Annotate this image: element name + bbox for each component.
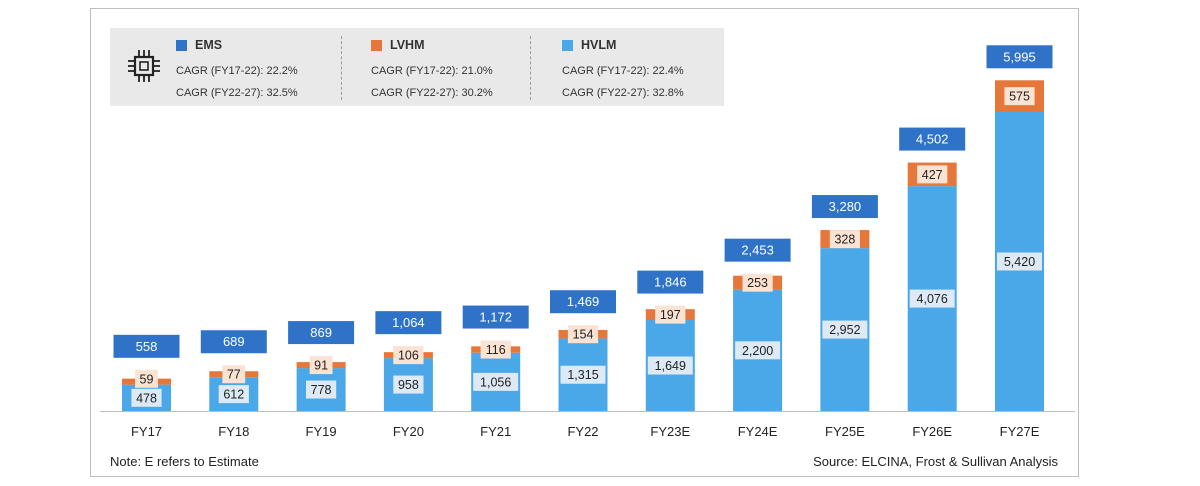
hvlm-value-label-bg bbox=[909, 289, 955, 308]
lvhm-value-label: 106 bbox=[398, 349, 419, 363]
legend-panel: EMS CAGR (FY17-22): 22.2% CAGR (FY22-27)… bbox=[110, 28, 724, 106]
x-tick-label: FY21 bbox=[480, 424, 511, 439]
ems-cagr-fy22-27: CAGR (FY22-27): 32.5% bbox=[176, 87, 298, 99]
ems-total-label: 558 bbox=[136, 339, 158, 354]
lvhm-value-label-bg bbox=[742, 273, 773, 292]
ems-total-label: 1,469 bbox=[567, 294, 600, 309]
lvhm-value-label: 154 bbox=[573, 328, 594, 342]
legend-divider bbox=[341, 36, 342, 100]
hvlm-value-label-bg bbox=[473, 372, 519, 391]
hvlm-value-label: 612 bbox=[223, 388, 244, 402]
ems-total-badge bbox=[811, 195, 878, 219]
lvhm-value-label: 427 bbox=[922, 168, 943, 182]
ems-total-badge bbox=[899, 127, 966, 151]
ems-total-badge bbox=[637, 270, 704, 294]
ems-total-badge bbox=[200, 330, 267, 354]
x-tick-label: FY20 bbox=[393, 424, 424, 439]
hvlm-swatch bbox=[562, 39, 573, 51]
ems-total-badge bbox=[724, 238, 791, 262]
lvhm-value-label-bg bbox=[917, 165, 948, 184]
hvlm-value-label-bg bbox=[647, 356, 693, 375]
lvhm-value-label: 59 bbox=[140, 372, 154, 386]
hvlm-value-label: 4,076 bbox=[917, 292, 948, 306]
lvhm-value-label-bg bbox=[135, 369, 158, 388]
x-tick-label: FY25E bbox=[825, 424, 865, 439]
hvlm-cagr-fy17-22: CAGR (FY17-22): 22.4% bbox=[562, 65, 684, 77]
lvhm-value-label-bg bbox=[567, 325, 599, 344]
ems-total-label: 1,846 bbox=[654, 275, 687, 290]
lvhm-value-label-bg bbox=[655, 305, 686, 324]
x-tick-label: FY22 bbox=[567, 424, 598, 439]
ems-total-label: 689 bbox=[223, 334, 245, 349]
lvhm-value-label-bg bbox=[393, 346, 424, 365]
ems-total-label: 1,172 bbox=[479, 310, 512, 325]
x-tick-label: FY17 bbox=[131, 424, 162, 439]
ems-total-label: 5,995 bbox=[1003, 49, 1036, 64]
hvlm-value-label-bg bbox=[735, 341, 781, 360]
x-tick-label: FY24E bbox=[738, 424, 778, 439]
hvlm-value-label-bg bbox=[218, 385, 249, 404]
ems-total-label: 1,064 bbox=[392, 315, 425, 330]
hvlm-value-label: 1,056 bbox=[480, 375, 511, 389]
source-credit: Source: ELCINA, Frost & Sullivan Analysi… bbox=[813, 454, 1058, 469]
lvhm-value-label: 91 bbox=[314, 359, 328, 373]
hvlm-value-label-bg bbox=[393, 375, 424, 394]
hvlm-value-label-bg bbox=[560, 365, 606, 384]
ems-total-badge bbox=[375, 311, 442, 335]
ems-cagr-fy17-22: CAGR (FY17-22): 22.2% bbox=[176, 65, 298, 77]
ems-total-badge bbox=[288, 321, 355, 345]
hvlm-value-label: 2,200 bbox=[742, 344, 773, 358]
x-tick-label: FY26E bbox=[912, 424, 952, 439]
lvhm-value-label: 116 bbox=[486, 343, 506, 357]
lvhm-value-label-bg bbox=[829, 230, 860, 249]
legend-divider bbox=[530, 36, 531, 100]
x-tick-label: FY19 bbox=[306, 424, 337, 439]
lvhm-value-label-bg bbox=[309, 356, 333, 375]
hvlm-value-label: 478 bbox=[136, 391, 157, 405]
hvlm-legend-label: HVLM bbox=[581, 38, 617, 52]
lvhm-cagr-fy22-27: CAGR (FY22-27): 30.2% bbox=[371, 87, 493, 99]
ems-swatch bbox=[176, 39, 187, 51]
hvlm-value-label-bg bbox=[822, 320, 868, 339]
lvhm-legend-label: LVHM bbox=[390, 38, 425, 52]
hvlm-value-label: 1,315 bbox=[567, 368, 598, 382]
lvhm-swatch bbox=[371, 39, 382, 51]
ems-total-badge bbox=[462, 305, 529, 329]
lvhm-value-label: 77 bbox=[227, 368, 241, 382]
lvhm-value-label: 328 bbox=[834, 233, 855, 247]
ems-total-badge bbox=[113, 334, 180, 358]
hvlm-value-label: 2,952 bbox=[829, 323, 860, 337]
ems-total-label: 2,453 bbox=[741, 243, 774, 258]
lvhm-value-label: 253 bbox=[747, 276, 768, 290]
lvhm-value-label: 197 bbox=[660, 308, 681, 322]
footnote: Note: E refers to Estimate bbox=[110, 454, 259, 469]
lvhm-value-label: 575 bbox=[1009, 90, 1030, 104]
ems-total-label: 4,502 bbox=[916, 132, 949, 147]
hvlm-value-label: 5,420 bbox=[1004, 255, 1035, 269]
x-tick-label: FY27E bbox=[1000, 424, 1040, 439]
ems-total-badge bbox=[986, 45, 1053, 69]
hvlm-value-label: 778 bbox=[311, 383, 332, 397]
lvhm-value-label-bg bbox=[480, 340, 511, 359]
hvlm-cagr-fy22-27: CAGR (FY22-27): 32.8% bbox=[562, 87, 684, 99]
ems-total-badge bbox=[550, 290, 616, 314]
ems-total-label: 3,280 bbox=[829, 199, 862, 214]
x-tick-label: FY23E bbox=[650, 424, 690, 439]
hvlm-value-label-bg bbox=[997, 252, 1042, 271]
ems-total-label: 869 bbox=[310, 325, 332, 340]
lvhm-value-label-bg bbox=[222, 365, 246, 384]
hvlm-value-label-bg bbox=[131, 388, 162, 407]
ems-legend-label: EMS bbox=[195, 38, 223, 52]
x-tick-label: FY18 bbox=[218, 424, 249, 439]
lvhm-value-label-bg bbox=[1004, 87, 1035, 106]
hvlm-value-label-bg bbox=[306, 380, 337, 399]
hvlm-value-label: 1,649 bbox=[655, 359, 686, 373]
hvlm-value-label: 958 bbox=[398, 378, 419, 392]
lvhm-cagr-fy17-22: CAGR (FY17-22): 21.0% bbox=[371, 65, 493, 77]
chip-icon bbox=[128, 50, 160, 82]
